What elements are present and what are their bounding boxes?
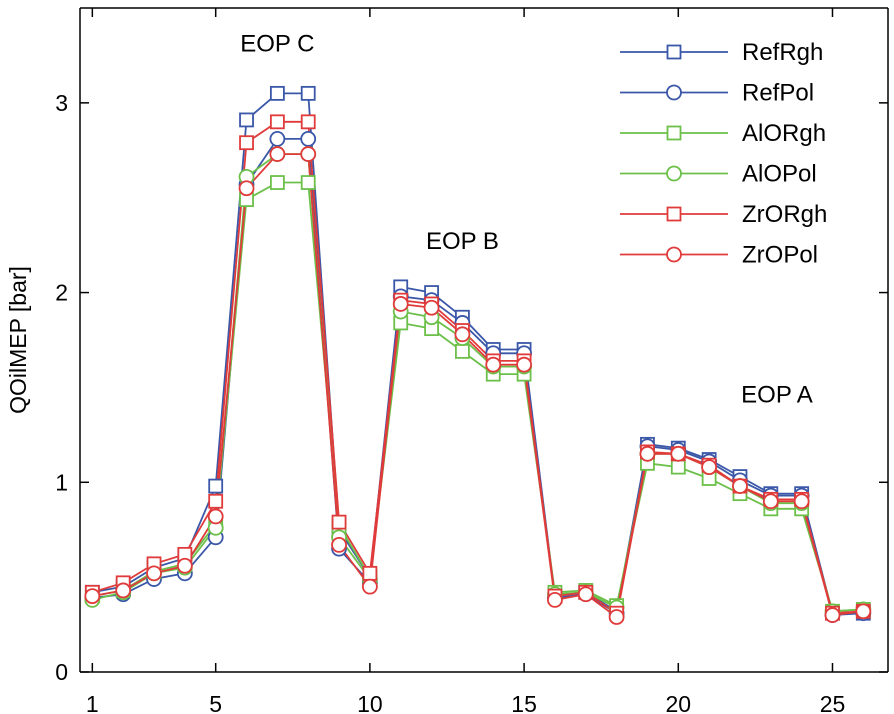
- data-point-ZrOPol: [608, 609, 625, 625]
- annotation-label: EOP C: [240, 31, 314, 58]
- data-point-RefRgh: [239, 112, 254, 128]
- data-point-ZrOPol: [207, 508, 224, 525]
- data-point-ZrORgh: [300, 114, 316, 130]
- x-tick-label: 5: [209, 691, 222, 714]
- data-point-ZrOPol: [855, 603, 872, 620]
- data-point-ZrORgh: [331, 514, 347, 530]
- data-point-AlORgh: [300, 175, 316, 190]
- legend: RefRgh RefPol AlORgh AlOPol ZrORgh ZrOPol: [620, 39, 827, 269]
- data-point-ZrOPol: [146, 565, 162, 582]
- data-point-ZrOPol: [732, 478, 748, 494]
- data-point-RefRgh: [208, 478, 224, 494]
- annotation-label: EOP B: [426, 228, 499, 255]
- data-point-ZrOPol: [824, 607, 841, 623]
- legend-marker-AlORgh: [666, 125, 682, 141]
- y-tick-label: 2: [55, 280, 68, 306]
- legend-label-RefPol: RefPol: [742, 80, 814, 107]
- legend-marker-ZrORgh: [666, 206, 682, 222]
- legend-label-AlORgh: AlORgh: [742, 120, 826, 147]
- data-point-RefRgh: [300, 85, 316, 101]
- data-point-ZrOPol: [331, 536, 347, 553]
- data-point-ZrORgh: [362, 565, 378, 581]
- legend-label-RefRgh: RefRgh: [742, 39, 823, 66]
- data-point-ZrOPol: [423, 299, 440, 316]
- series-line-ZrORgh: [92, 120, 864, 615]
- data-point-ZrOPol: [84, 588, 101, 605]
- data-point-ZrOPol: [454, 326, 471, 343]
- data-point-ZrOPol: [392, 296, 409, 312]
- data-point-ZrOPol: [793, 493, 810, 510]
- data-point-ZrOPol: [485, 356, 502, 373]
- data-point-ZrORgh: [208, 493, 224, 509]
- x-tick-label: 15: [511, 691, 537, 714]
- data-point-ZrOPol: [670, 445, 687, 462]
- plot-frame: [79, 7, 889, 673]
- legend-label-ZrOPol: ZrOPol: [742, 242, 818, 269]
- y-tick-label: 0: [55, 659, 68, 685]
- data-point-ZrOPol: [577, 586, 594, 603]
- data-point-AlORgh: [269, 175, 285, 190]
- legend-marker-ZrOPol: [666, 246, 682, 263]
- data-point-ZrORgh: [239, 135, 254, 151]
- data-point-ZrOPol: [762, 493, 779, 510]
- data-point-ZrOPol: [547, 592, 563, 608]
- data-point-ZrOPol: [115, 582, 132, 599]
- data-point-RefPol: [269, 131, 286, 147]
- data-point-ZrOPol: [516, 356, 532, 373]
- y-tick-label: 3: [55, 90, 68, 116]
- data-point-ZrOPol: [269, 146, 286, 162]
- data-point-ZrOPol: [176, 557, 193, 574]
- legend-label-ZrORgh: ZrORgh: [742, 201, 827, 228]
- legend-marker-RefPol: [666, 84, 682, 101]
- y-axis-title: QOilMEP [bar]: [5, 266, 31, 414]
- data-point-ZrORgh: [269, 114, 285, 130]
- x-tick-label: 20: [665, 691, 691, 714]
- x-tick-label: 25: [820, 691, 846, 714]
- data-point-ZrOPol: [238, 180, 255, 197]
- data-point-AlORgh: [670, 459, 686, 475]
- data-point-ZrOPol: [701, 459, 718, 476]
- annotations: EOP C EOP B EOP A: [240, 31, 813, 409]
- annotation-label: EOP A: [741, 382, 813, 409]
- legend-marker-RefRgh: [666, 44, 682, 60]
- y-tick-label: 1: [55, 469, 68, 495]
- data-point-RefPol: [300, 131, 317, 147]
- data-point-AlORgh: [455, 343, 470, 359]
- data-point-ZrOPol: [361, 578, 378, 595]
- x-tick-label: 1: [86, 691, 99, 714]
- x-tick-label: 10: [357, 691, 383, 714]
- legend-label-AlOPol: AlOPol: [742, 161, 817, 188]
- data-point-ZrOPol: [639, 445, 656, 462]
- legend-marker-AlOPol: [666, 165, 682, 182]
- data-point-ZrOPol: [300, 146, 317, 162]
- series-markers: [84, 85, 872, 625]
- data-point-RefRgh: [269, 85, 285, 101]
